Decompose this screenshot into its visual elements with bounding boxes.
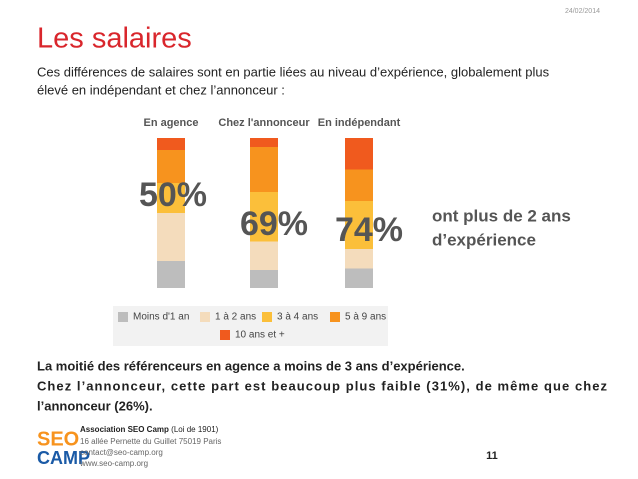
category-label: Chez l'annonceur (218, 117, 310, 129)
body-text: La moitié des référenceurs en agence a m… (37, 358, 465, 373)
body-text: l’annonceur (26%). (37, 398, 153, 413)
legend-label: 3 à 4 ans (277, 312, 318, 323)
date: 24/02/2014 (565, 8, 600, 15)
legend-swatch (118, 312, 128, 322)
footer-line: www.seo-camp.org (79, 459, 148, 468)
bar-segment (345, 249, 373, 269)
body-text: Chez l’annonceur, cette part est beaucou… (37, 378, 607, 393)
title: Les salaires (37, 23, 192, 55)
footer-line: 16 allée Pernette du Guillet 75019 Paris (80, 437, 221, 446)
bar-segment (345, 268, 373, 288)
note: ont plus de 2 ans (432, 206, 571, 225)
bar-segment (345, 138, 373, 170)
legend-label: 1 à 2 ans (215, 312, 256, 323)
bar-segment (250, 241, 278, 270)
footer-line: contact@seo-camp.org (80, 448, 163, 457)
org: Association SEO Camp (Loi de 1901) (80, 425, 219, 434)
legend-swatch (200, 312, 210, 322)
annotation: 69% (240, 205, 308, 243)
bar-segment (250, 192, 278, 242)
legend-label: 10 ans et + (235, 330, 285, 341)
bar-segment (250, 138, 278, 147)
legend-label: Moins d'1 an (133, 312, 189, 323)
annotation: 74% (335, 211, 403, 249)
annotation: 50% (139, 176, 207, 214)
bar-segment (250, 270, 278, 288)
intro: Ces différences de salaires sont en part… (37, 64, 550, 79)
org-note: (Loi de 1901) (171, 425, 218, 434)
legend-swatch (262, 312, 272, 322)
bar-segment (157, 261, 185, 288)
category-label: En agence (143, 117, 198, 129)
category-label: En indépendant (318, 117, 401, 129)
page-number: 11 (486, 450, 498, 462)
logo: SEO (37, 428, 79, 450)
bar-segment (250, 147, 278, 192)
bar-segment (345, 169, 373, 201)
legend-swatch (330, 312, 340, 322)
bar-segment (345, 201, 373, 249)
legend-label: 5 à 9 ans (345, 312, 386, 323)
legend-box (113, 306, 388, 346)
note: d’expérience (432, 230, 536, 249)
org-name: Association SEO Camp (80, 425, 169, 434)
logo: CAMP (37, 448, 90, 468)
bar-segment (157, 138, 185, 150)
bar-segment (157, 183, 185, 213)
bar-segment (157, 150, 185, 183)
bar-segment (157, 213, 185, 261)
legend-swatch (220, 330, 230, 340)
intro: élevé en indépendant et chez l’annonceur… (37, 82, 285, 97)
